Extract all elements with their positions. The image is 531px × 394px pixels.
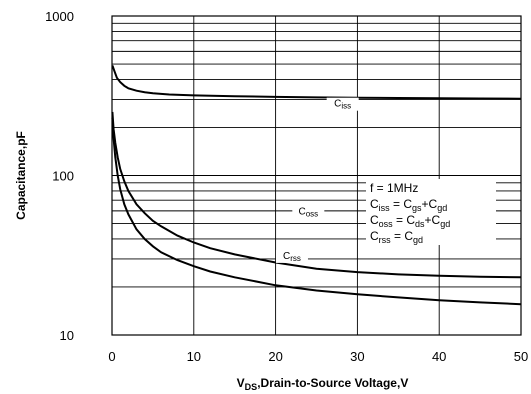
series-oss-line: [111, 111, 522, 279]
annotation-line: f = 1MHz: [370, 181, 418, 195]
y-axis-label: Capacitance,pF: [14, 131, 28, 220]
series-iss-line: [111, 65, 522, 100]
series-label-bg: [292, 205, 325, 219]
plot-frame: [111, 15, 522, 336]
series-label-bg: [326, 97, 359, 111]
annotation-line: Crss = Cgd: [370, 229, 423, 245]
x-tick-label: 50: [514, 349, 528, 364]
y-tick-label: 100: [52, 169, 74, 184]
x-axis-label: VDS,Drain-to-Source Voltage,V: [237, 376, 409, 392]
y-tick-label: 10: [60, 328, 74, 343]
annotation-line: Coss = Cds+Cgd: [370, 213, 450, 229]
annotation-line: Ciss = Cgs+Cgd: [370, 197, 447, 213]
annotation-background: [366, 179, 496, 245]
series-rss-line: [111, 117, 522, 306]
labels-layer: VDS,Drain-to-Source Voltage,V Capacitance…: [14, 97, 450, 392]
x-tick-label: 20: [268, 349, 282, 364]
series-layer: [111, 65, 522, 306]
x-tick-label: 10: [187, 349, 201, 364]
x-tick-label: 0: [108, 349, 115, 364]
series-label-oss: Coss: [298, 206, 318, 218]
series-label-bg: [275, 249, 308, 263]
x-tick-label: 30: [350, 349, 364, 364]
y-tick-label: 1000: [45, 9, 74, 24]
grid: [112, 16, 521, 335]
ticks-layer: 0 10 20 30 40 50 10 100 1000: [45, 9, 528, 364]
x-tick-label: 40: [432, 349, 446, 364]
series-label-iss: Ciss: [334, 99, 351, 111]
series-label-rss: Crss: [283, 251, 301, 263]
